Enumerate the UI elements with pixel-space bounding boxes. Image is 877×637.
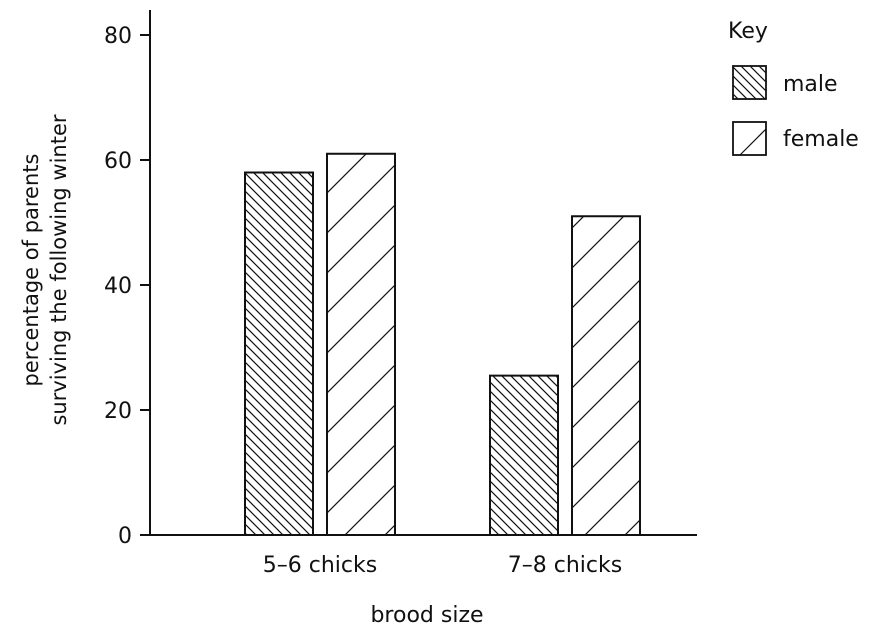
legend-item-male: male [732,65,838,100]
x-tick-label: 5–6 chicks [263,553,377,578]
y-tick-label: 60 [104,149,132,174]
y-axis-label-line-2: surviving the following winter [47,114,71,425]
x-axis-tick-labels: 5–6 chicks 7–8 chicks [263,553,622,578]
y-axis-ticks: 0 20 40 60 80 [104,24,150,549]
legend-swatch-female-stripe [739,128,767,156]
bar-male [244,171,314,536]
y-tick-label: 20 [104,399,132,424]
legend-swatch-male [732,65,767,100]
bars [244,152,641,536]
y-tick-label: 80 [104,24,132,49]
y-axis-label-line-1: percentage of parents [19,154,43,387]
x-tick-label: 7–8 chicks [508,553,622,578]
legend-label-female: female [783,127,859,152]
legend-swatch-female [732,121,767,156]
legend-title: Key [728,19,768,44]
y-tick-label: 0 [118,524,132,549]
y-tick-label: 40 [104,274,132,299]
legend: Key male female [728,19,859,156]
legend-label-male: male [783,72,838,97]
y-axis-label: percentage of parents surviving the foll… [19,114,71,425]
legend-item-female: female [732,121,859,156]
bar-female [326,152,396,536]
bar-male [489,374,559,536]
x-axis-label: brood size [370,603,483,628]
bar-female [571,215,641,536]
